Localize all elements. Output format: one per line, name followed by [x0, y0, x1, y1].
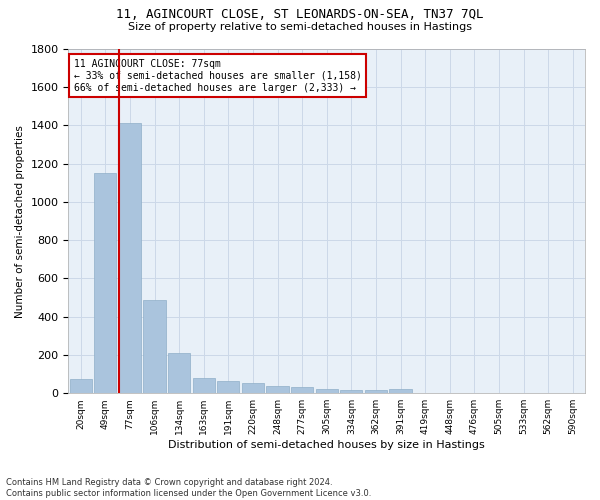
X-axis label: Distribution of semi-detached houses by size in Hastings: Distribution of semi-detached houses by …: [169, 440, 485, 450]
Text: 11, AGINCOURT CLOSE, ST LEONARDS-ON-SEA, TN37 7QL: 11, AGINCOURT CLOSE, ST LEONARDS-ON-SEA,…: [116, 8, 484, 20]
Bar: [94, 174, 116, 393]
Bar: [70, 379, 92, 393]
Bar: [316, 390, 338, 393]
Bar: [168, 353, 190, 393]
Text: 11 AGINCOURT CLOSE: 77sqm
← 33% of semi-detached houses are smaller (1,158)
66% : 11 AGINCOURT CLOSE: 77sqm ← 33% of semi-…: [74, 60, 361, 92]
Y-axis label: Number of semi-detached properties: Number of semi-detached properties: [15, 124, 25, 318]
Bar: [266, 386, 289, 393]
Bar: [242, 382, 264, 393]
Bar: [193, 378, 215, 393]
Bar: [389, 390, 412, 393]
Text: Contains HM Land Registry data © Crown copyright and database right 2024.
Contai: Contains HM Land Registry data © Crown c…: [6, 478, 371, 498]
Bar: [143, 300, 166, 393]
Bar: [340, 390, 362, 393]
Bar: [119, 122, 141, 393]
Bar: [365, 390, 387, 393]
Bar: [291, 388, 313, 393]
Text: Size of property relative to semi-detached houses in Hastings: Size of property relative to semi-detach…: [128, 22, 472, 32]
Bar: [217, 381, 239, 393]
